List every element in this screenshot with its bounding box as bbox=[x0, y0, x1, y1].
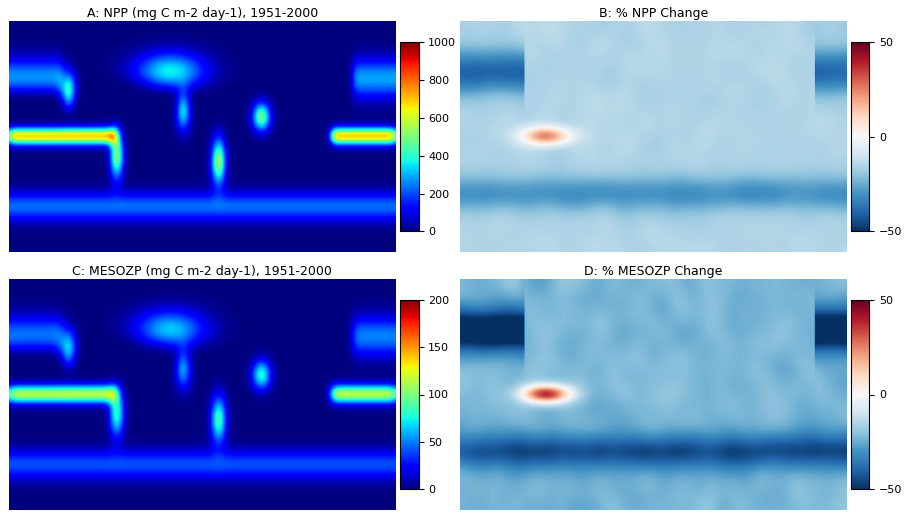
Title: B: % NPP Change: B: % NPP Change bbox=[598, 7, 707, 20]
Title: A: NPP (mg C m-2 day-1), 1951-2000: A: NPP (mg C m-2 day-1), 1951-2000 bbox=[86, 7, 318, 20]
Title: D: % MESOZP Change: D: % MESOZP Change bbox=[584, 265, 721, 278]
Title: C: MESOZP (mg C m-2 day-1), 1951-2000: C: MESOZP (mg C m-2 day-1), 1951-2000 bbox=[73, 265, 332, 278]
